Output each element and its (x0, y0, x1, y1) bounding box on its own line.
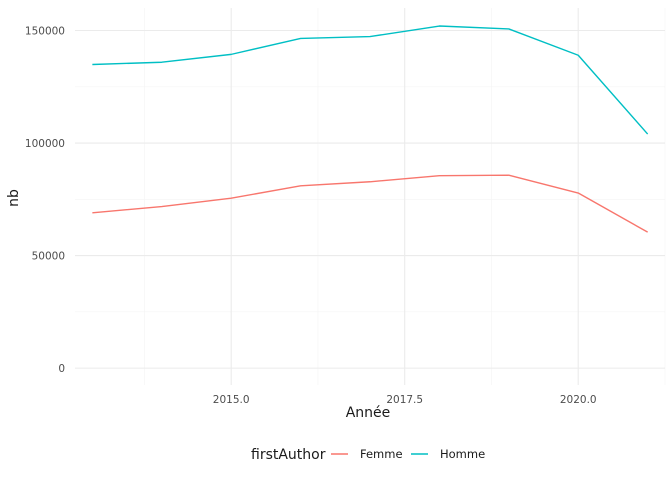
legend-label-femme: Femme (360, 447, 403, 461)
y-tick-label: 0 (58, 363, 65, 375)
x-tick-label: 2017.5 (386, 394, 423, 406)
series-line-homme (92, 25, 649, 135)
x-tick-label: 2015.0 (213, 394, 250, 406)
y-tick-label: 150000 (25, 26, 65, 38)
legend-label-homme: Homme (440, 447, 485, 461)
grid (75, 8, 666, 385)
x-axis-title: Année (346, 405, 391, 421)
y-tick-label: 50000 (32, 251, 65, 263)
y-axis-title: nb (6, 189, 22, 207)
legend: firstAuthor Femme Homme (251, 447, 485, 463)
series-line-femme (92, 174, 648, 233)
series-lines (92, 25, 649, 233)
x-axis-ticks: 2015.0 2017.5 2020.0 (213, 394, 597, 406)
x-tick-label: 2020.0 (560, 394, 597, 406)
y-axis-ticks: 0 50000 100000 150000 (25, 26, 65, 376)
y-tick-label: 100000 (25, 138, 65, 150)
legend-title: firstAuthor (251, 447, 326, 463)
